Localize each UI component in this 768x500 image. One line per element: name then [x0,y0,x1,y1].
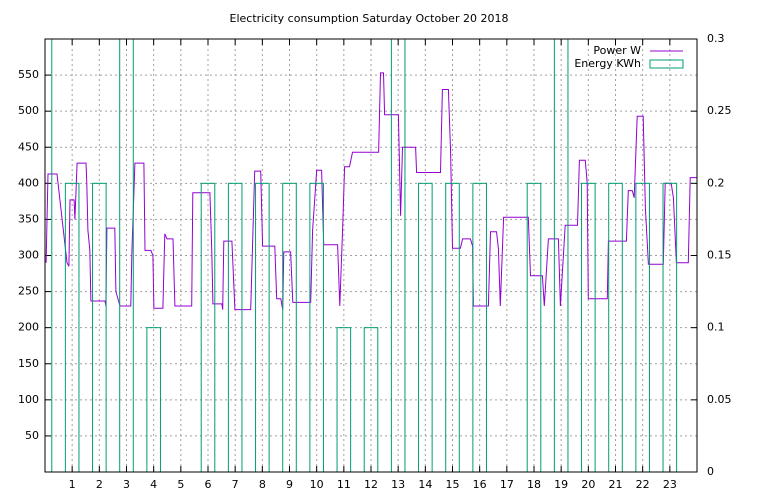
x-tick-label: 17 [500,478,514,491]
x-tick-label: 8 [259,478,266,491]
y2-tick-label: 0.05 [707,393,732,406]
x-tick-label: 23 [663,478,677,491]
y-tick-label: 350 [18,212,39,225]
y-tick-label: 200 [18,321,39,334]
x-tick-label: 16 [473,478,487,491]
power-line [45,72,697,311]
legend-label: Energy KWh [574,57,641,70]
x-tick-label: 15 [446,478,460,491]
x-tick-label: 19 [554,478,568,491]
x-tick-label: 20 [581,478,595,491]
y2-tick-label: 0 [707,465,714,478]
y2-tick-label: 0.1 [707,321,725,334]
energy-box [390,39,406,472]
y-tick-label: 250 [18,285,39,298]
x-tick-label: 21 [609,478,623,491]
y-tick-label: 550 [18,68,39,81]
y-tick-label: 150 [18,357,39,370]
y2-tick-label: 0.2 [707,176,725,189]
x-tick-label: 7 [232,478,239,491]
y-tick-label: 50 [25,429,39,442]
energy-box [119,39,134,472]
plot-border [44,38,698,473]
y-tick-label: 300 [18,249,39,262]
x-tick-label: 10 [310,478,324,491]
y-tick-label: 450 [18,140,39,153]
x-tick-label: 12 [364,478,378,491]
y2-tick-label: 0.3 [707,32,725,45]
legend-label: Power W [593,44,641,57]
x-tick-label: 4 [150,478,157,491]
chart-title: Electricity consumption Saturday October… [230,12,509,25]
x-tick-label: 9 [286,478,293,491]
y-tick-label: 400 [18,176,39,189]
x-tick-label: 1 [69,478,76,491]
y2-tick-label: 0.15 [707,249,732,262]
x-tick-label: 3 [123,478,130,491]
x-tick-label: 2 [96,478,103,491]
x-tick-label: 5 [177,478,184,491]
y2-tick-label: 0.25 [707,104,732,117]
y-tick-label: 500 [18,104,39,117]
y-tick-label: 100 [18,393,39,406]
legend-swatch [649,59,684,69]
energy-box [553,39,569,472]
x-tick-label: 22 [636,478,650,491]
x-tick-label: 14 [418,478,432,491]
x-tick-label: 13 [391,478,405,491]
x-tick-label: 6 [205,478,212,491]
x-tick-label: 11 [337,478,351,491]
energy-box [45,39,53,472]
x-tick-label: 18 [527,478,541,491]
